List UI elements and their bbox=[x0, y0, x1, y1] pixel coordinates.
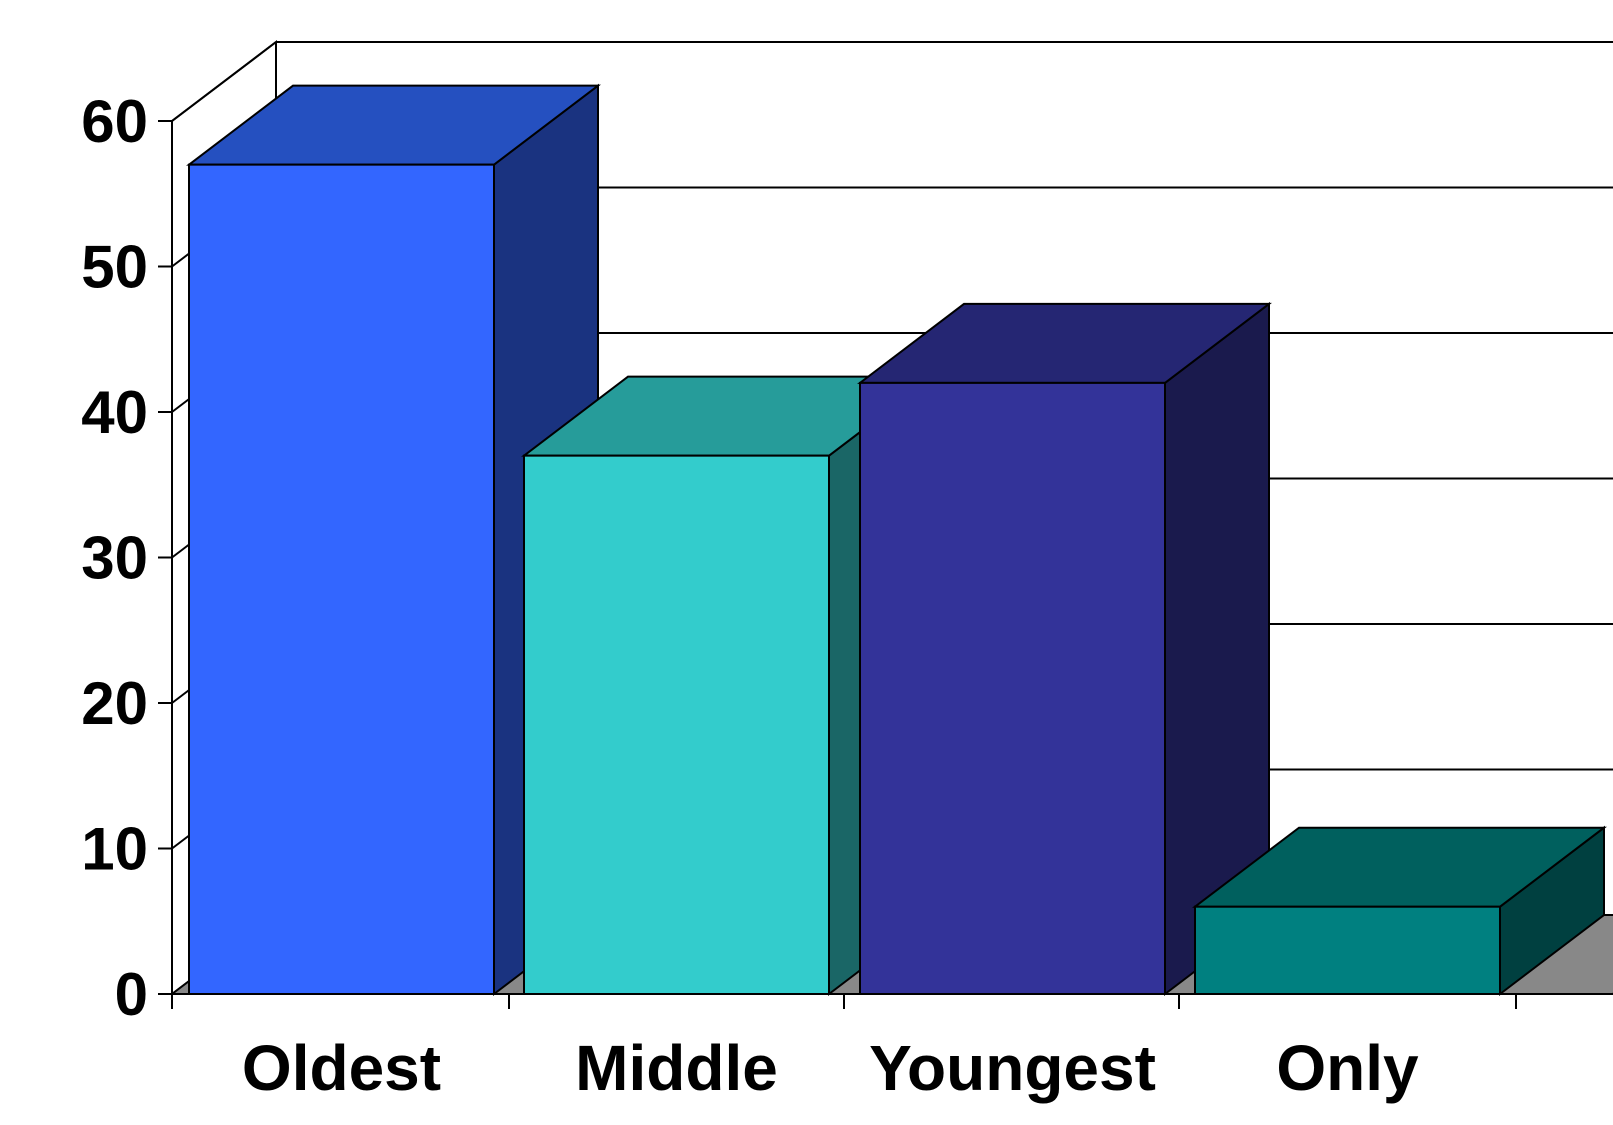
bar-only bbox=[1192, 825, 1607, 997]
x-tick-label: Oldest bbox=[242, 1032, 441, 1104]
y-tick-label: 40 bbox=[81, 379, 148, 446]
y-tick-label: 50 bbox=[81, 234, 148, 301]
gridline-side bbox=[171, 41, 277, 122]
bar-front-face bbox=[859, 381, 1166, 995]
labels: 0 10 20 30 40 50 60 Oldest Middle Youngest Only bbox=[81, 88, 1419, 1104]
bar-front-face bbox=[188, 163, 495, 995]
bar-front-face bbox=[1194, 905, 1501, 996]
bars bbox=[186, 83, 1607, 997]
x-tick-label: Only bbox=[1276, 1032, 1419, 1104]
bar-front-face bbox=[523, 454, 830, 995]
y-tick-label: 10 bbox=[81, 816, 148, 883]
y-tick-label: 20 bbox=[81, 670, 148, 737]
axes bbox=[158, 120, 1613, 1009]
y-tick-label: 30 bbox=[81, 525, 148, 592]
x-tick-label: Youngest bbox=[869, 1032, 1156, 1104]
y-tick-label: 60 bbox=[81, 88, 148, 155]
y-tick-label: 0 bbox=[115, 961, 148, 1028]
bar-youngest bbox=[857, 301, 1272, 997]
x-tick-label: Middle bbox=[575, 1032, 778, 1104]
